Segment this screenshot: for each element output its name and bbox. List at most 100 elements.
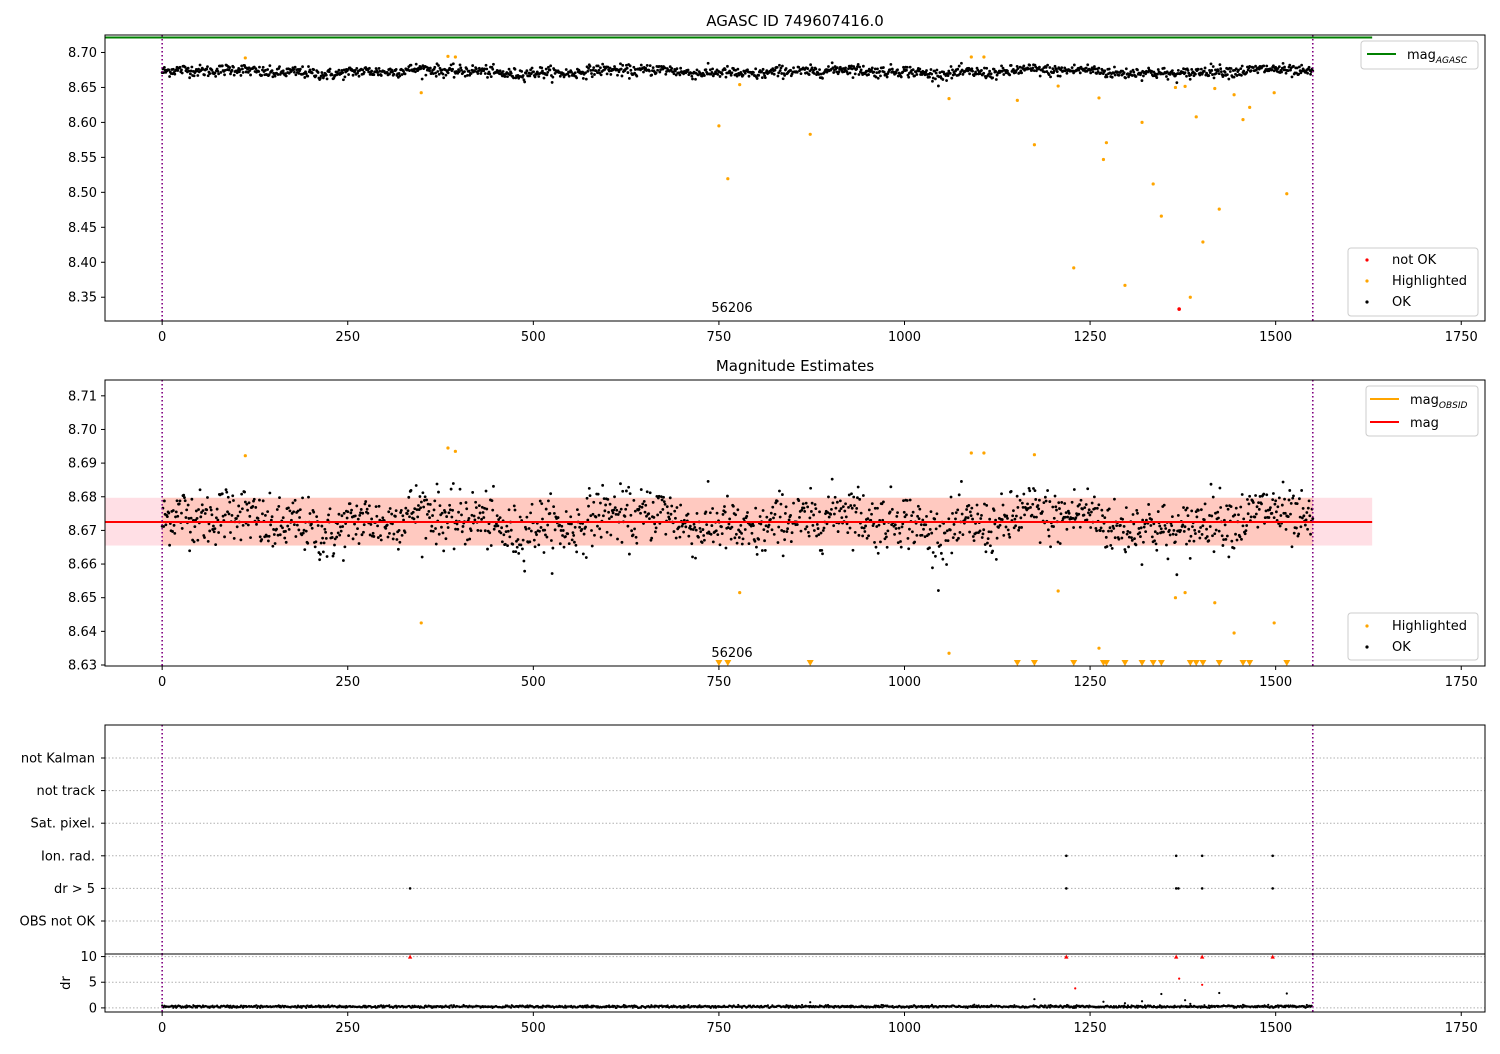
ok-point [741,537,745,541]
ok-point [859,511,863,515]
ok-point [1139,526,1143,530]
ok-point [298,508,302,512]
ok-point [1043,495,1047,499]
ok-point [1046,489,1049,492]
ok-point [293,498,297,502]
highlighted-point [1056,589,1060,593]
ok-point [905,65,909,69]
ok-point [1191,525,1194,529]
ok-point [1239,67,1243,70]
ok-point [825,522,829,526]
ok-point [965,508,969,511]
ok-point [173,72,177,76]
dr-point [615,1006,618,1009]
ok-point [1000,69,1004,73]
dr-point [687,1004,690,1007]
ok-point [356,517,360,521]
ok-point [494,524,498,528]
ok-point [835,500,839,504]
ok-point [1018,498,1022,502]
ok-point [460,68,463,72]
ok-point [650,536,654,540]
ok-point [492,62,495,66]
ok-point [1237,513,1240,517]
ok-point [398,540,402,544]
ok-point [994,78,998,81]
ok-point [1017,526,1021,529]
ok-point [558,74,562,78]
ok-point [401,514,405,518]
ok-point [658,70,662,74]
ok-point [200,503,204,507]
ok-point [243,490,247,494]
flag-point [1200,854,1204,858]
ok-point [737,536,741,539]
ok-point [543,528,547,532]
ok-point [860,526,864,530]
ok-point [1205,535,1209,538]
ok-point [521,547,524,551]
ok-point [1009,489,1013,493]
ok-point [944,539,948,542]
svg-text:1500: 1500 [1259,330,1292,345]
ok-point [558,542,562,546]
ok-point [638,505,642,508]
svg-text:500: 500 [521,675,546,690]
ok-point [585,496,589,500]
ok-point [307,495,310,499]
ok-point [584,77,588,81]
ok-point [935,68,939,72]
ok-point [619,67,623,71]
ok-point [889,63,893,66]
ok-point [434,74,438,78]
ok-point [1090,510,1093,514]
ok-point [1027,487,1031,490]
ok-point [884,532,888,536]
ok-point [906,537,910,540]
ok-point [567,542,571,546]
ok-point [1037,507,1041,511]
ok-point [581,552,585,556]
ok-point [1295,66,1299,70]
ok-point [590,75,594,79]
ok-point [243,500,247,504]
ok-point [437,64,440,67]
ok-point [590,544,594,548]
ok-point [587,504,590,508]
ok-point [1174,533,1178,537]
ok-point [659,495,663,499]
ok-point [939,551,943,555]
ok-point [278,496,281,500]
ok-point [271,544,275,548]
ok-point [1240,73,1243,77]
ok-point [1225,534,1229,538]
svg-text:8.45: 8.45 [68,221,97,236]
ok-point [1256,71,1260,75]
ok-point [491,67,495,71]
ok-point [1057,501,1061,505]
ok-point [851,548,855,552]
ok-point [872,70,876,74]
x-tick: 1000 [888,321,921,345]
ok-point [806,67,810,70]
ok-point [446,526,450,529]
ok-point [995,536,999,540]
dr-point [423,1006,426,1009]
ok-point [183,496,186,499]
ok-point [398,74,402,78]
ok-point [968,530,971,534]
ok-point [947,69,951,73]
ok-point [249,73,252,77]
ok-point [165,515,169,519]
ok-point [938,71,942,74]
ok-point [967,504,971,507]
ok-point [431,529,435,533]
ok-point [1202,518,1206,522]
ok-point [1127,535,1131,539]
svg-text:8.50: 8.50 [68,186,97,201]
ok-point [301,496,304,500]
ok-point [1088,513,1092,517]
ok-point [718,75,722,78]
ok-point [1235,538,1239,542]
ok-point [194,509,198,513]
